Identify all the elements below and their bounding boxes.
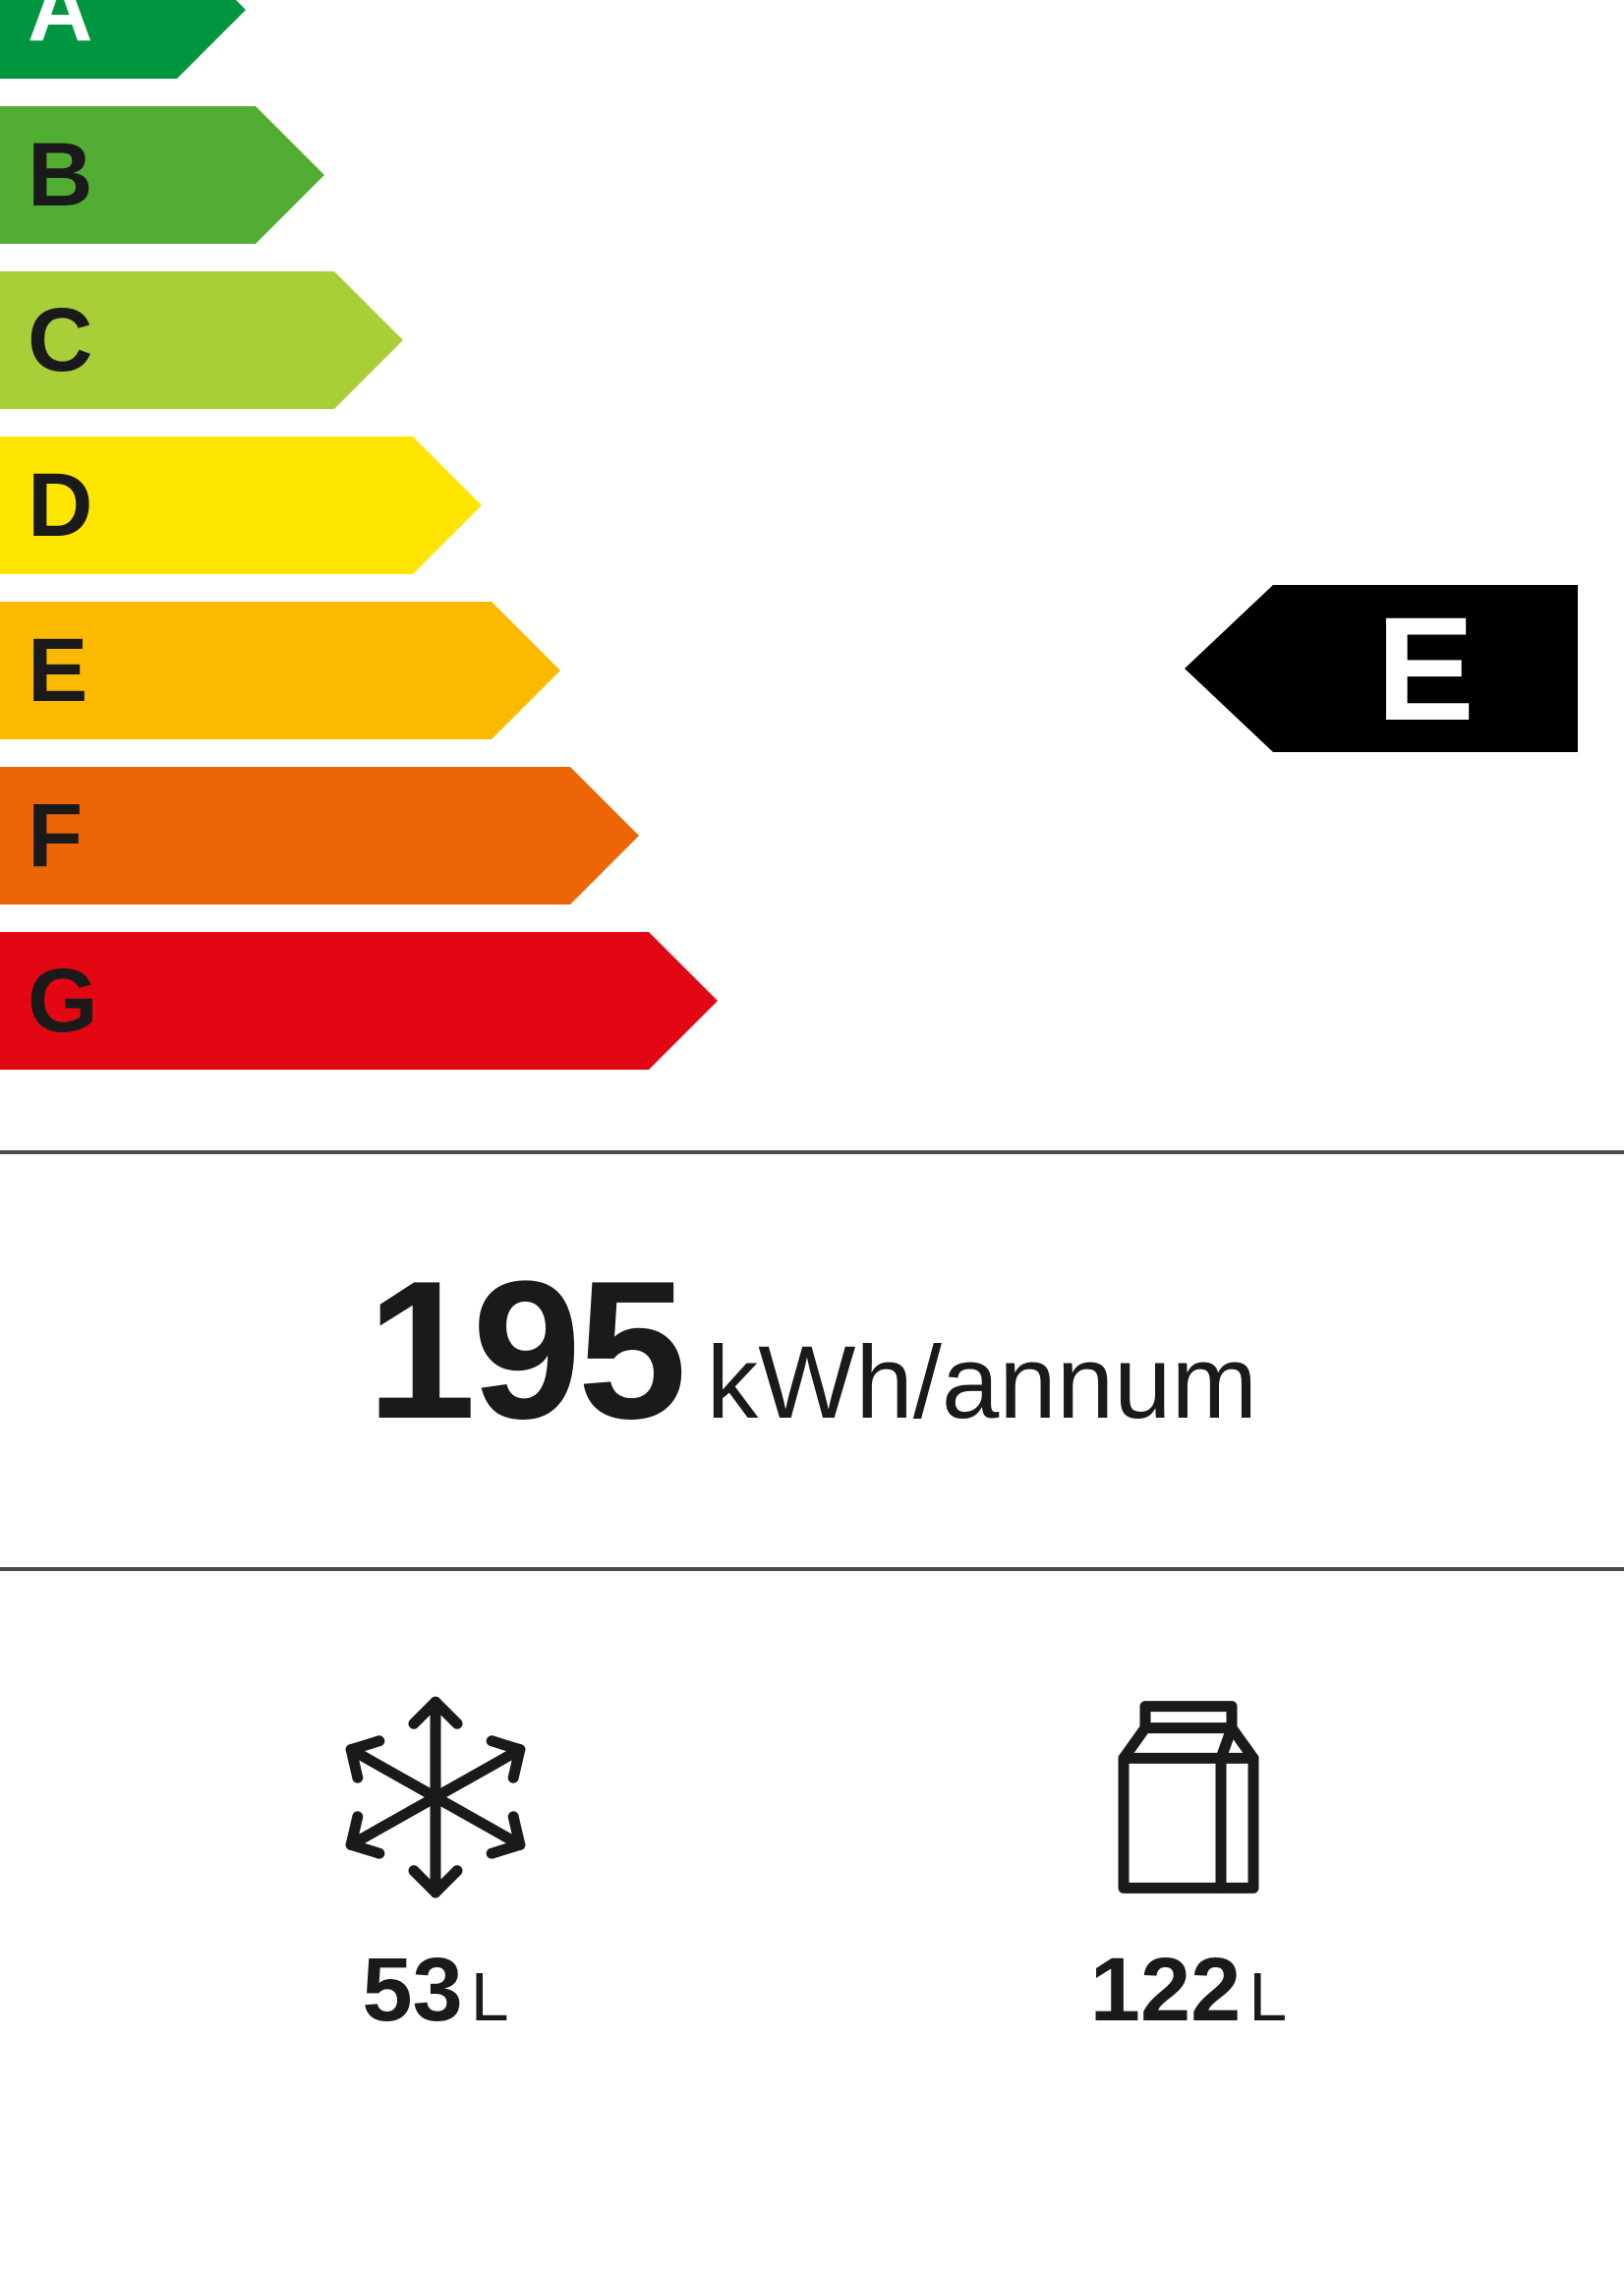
scale-bar-letter: G (28, 956, 98, 1046)
consumption-value: 195 (367, 1241, 683, 1460)
scale-bar-letter: F (28, 790, 83, 881)
scale-bar-a: A (0, 0, 177, 79)
energy-label: ABCDEFG E 195kWh/annum (0, 0, 1624, 2074)
scale-bar-letter: A (28, 0, 92, 55)
rating-arrowbody: E (1273, 585, 1578, 752)
rating-letter: E (1376, 595, 1475, 742)
rating-arrow: E (1185, 585, 1578, 752)
scale-bar-letter: C (28, 295, 92, 385)
freezer-value: 53 (362, 1940, 462, 2040)
scale-bar-letter: D (28, 460, 92, 551)
scale-bar-b: B (0, 106, 256, 244)
fridge-spec: 122L (1080, 1689, 1297, 2035)
scale-bar-c: C (0, 271, 334, 409)
freezer-spec: 53L (327, 1689, 544, 2035)
freezer-unit: L (471, 1958, 509, 2035)
fridge-unit: L (1248, 1958, 1287, 2035)
rating-arrowhead (1185, 585, 1273, 752)
scale-bar-e: E (0, 602, 492, 739)
scale-bar-letter: E (28, 625, 87, 716)
scale-bar-g: G (0, 932, 649, 1070)
fridge-value-row: 122L (1090, 1945, 1287, 2035)
scale-bar-letter: B (28, 130, 92, 220)
milk-carton-icon (1080, 1689, 1297, 1905)
efficiency-scale: ABCDEFG (0, 0, 1624, 1150)
scale-bar-body (0, 767, 570, 904)
compartment-specs: 53L 122L (0, 1571, 1624, 2074)
snowflake-icon (327, 1689, 544, 1905)
consumption-unit: kWh/annum (707, 1325, 1257, 1440)
fridge-value: 122 (1090, 1940, 1242, 2040)
freezer-value-row: 53L (362, 1945, 508, 2035)
scale-bar-f: F (0, 767, 570, 904)
annual-consumption: 195kWh/annum (0, 1154, 1624, 1567)
scale-bar-d: D (0, 437, 413, 574)
